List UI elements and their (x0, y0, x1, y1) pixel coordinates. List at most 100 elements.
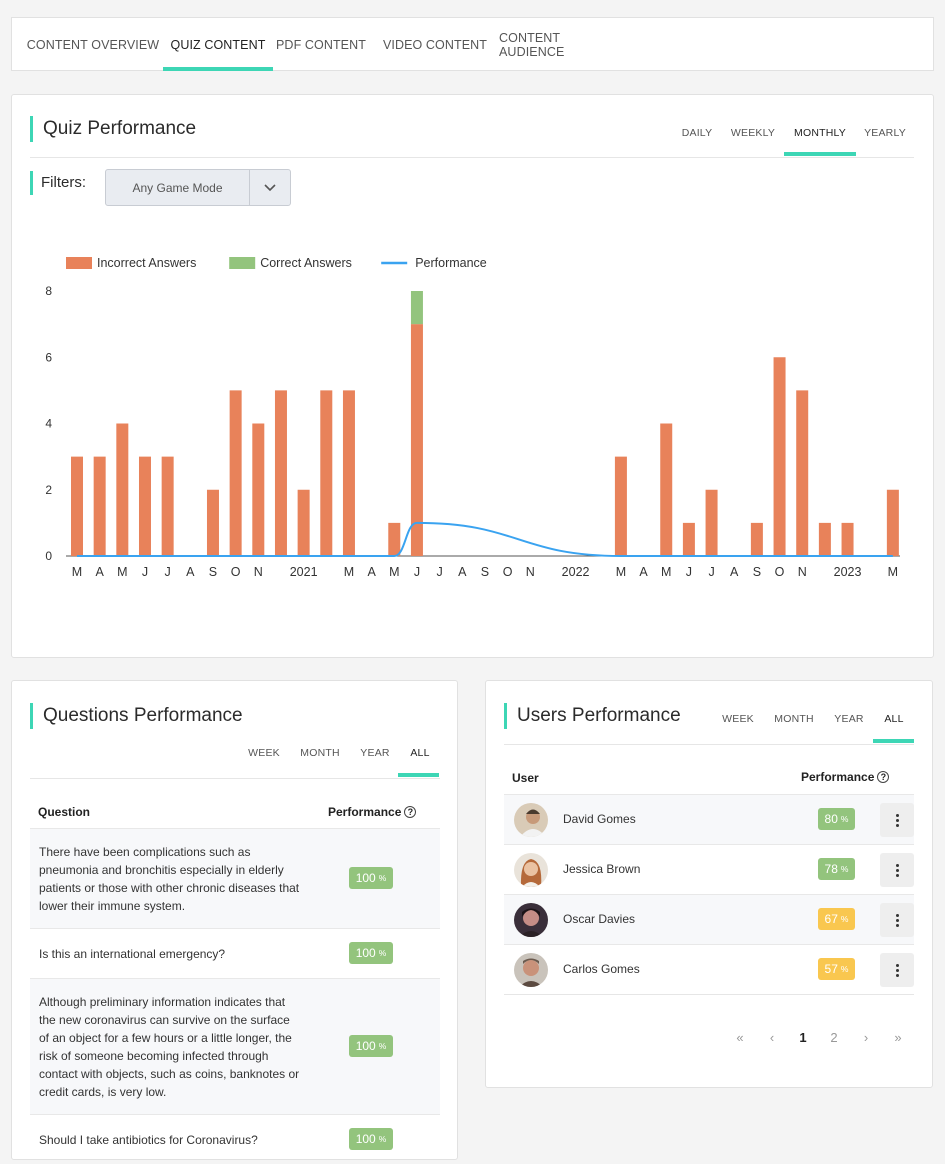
x-tick-label: M (888, 565, 898, 579)
user-name: Jessica Brown (563, 862, 641, 876)
x-tick-label: M (117, 565, 127, 579)
question-row: Should I take antibiotics for Coronaviru… (30, 1114, 440, 1164)
tab-video-content[interactable]: VIDEO CONTENT (382, 37, 488, 52)
x-tick-label: O (503, 565, 513, 579)
y-tick-label: 0 (45, 549, 52, 563)
avatar (514, 903, 548, 937)
q-period-year[interactable]: YEAR (360, 747, 390, 759)
performance-badge: 57% (818, 958, 855, 980)
tab-content-overview[interactable]: CONTENT OVERVIEW (26, 37, 160, 52)
q-period-week[interactable]: WEEK (248, 747, 280, 759)
bar-incorrect (886, 489, 899, 556)
more-options-button[interactable] (880, 953, 914, 987)
legend-label: Performance (415, 256, 487, 270)
kebab-icon (895, 863, 899, 878)
x-tick-label: N (254, 565, 263, 579)
user-row: Jessica Brown 78% (504, 844, 914, 895)
period-active-indicator (784, 152, 856, 156)
question-text: Is this an international emergency? (39, 947, 226, 961)
bar-incorrect (138, 456, 151, 556)
avatar (514, 803, 548, 837)
performance-badge: 100% (349, 867, 393, 889)
bar-incorrect (614, 456, 627, 556)
u-period-all[interactable]: ALL (884, 713, 904, 725)
pagination-first[interactable]: « (736, 1030, 744, 1045)
pagination-page-1[interactable]: 1 (799, 1030, 807, 1045)
period-monthly[interactable]: MONTHLY (794, 127, 846, 139)
period-yearly[interactable]: YEARLY (864, 127, 906, 139)
x-tick-label: J (414, 565, 420, 579)
q-period-month[interactable]: MONTH (300, 747, 340, 759)
more-options-button[interactable] (880, 853, 914, 887)
x-tick-label: S (481, 565, 489, 579)
y-tick-label: 4 (45, 417, 52, 431)
more-options-button[interactable] (880, 903, 914, 937)
divider (30, 778, 440, 779)
x-tick-label: M (616, 565, 626, 579)
kebab-icon (895, 963, 899, 978)
performance-badge: 100% (349, 1128, 393, 1150)
question-column-header: Question (38, 805, 91, 819)
performance-badge: 80% (818, 808, 855, 830)
bar-incorrect (252, 423, 265, 556)
x-tick-label: N (526, 565, 535, 579)
bar-incorrect (274, 390, 287, 556)
pagination-next[interactable]: › (863, 1030, 869, 1045)
x-tick-label: J (686, 565, 692, 579)
tab-pdf-content[interactable]: PDF CONTENT (276, 37, 366, 52)
y-tick-label: 6 (45, 350, 52, 364)
bar-incorrect (71, 456, 83, 556)
bar-incorrect (841, 522, 854, 556)
active-tab-indicator (163, 67, 273, 71)
x-tick-label: M (661, 565, 671, 579)
user-name: Oscar Davies (563, 912, 636, 926)
tab-quiz-content[interactable]: QUIZ CONTENT (163, 18, 273, 71)
avatar (514, 853, 548, 887)
questions-performance-card: Questions Performance WEEK MONTH YEAR AL… (11, 680, 458, 1160)
q-period-all[interactable]: ALL (410, 747, 430, 759)
legend-swatch-incorrect-answers (66, 257, 92, 269)
game-mode-select-value: Any Game Mode (132, 180, 223, 195)
bar-incorrect (206, 489, 219, 556)
bar-incorrect (342, 390, 355, 556)
x-tick-label: A (458, 565, 467, 579)
user-row: David Gomes 80% (504, 794, 914, 845)
game-mode-select[interactable]: Any Game Mode (105, 169, 291, 206)
x-tick-label: A (186, 565, 195, 579)
avatar (514, 953, 548, 987)
x-tick-label: J (142, 565, 148, 579)
help-icon[interactable]: ? (877, 771, 890, 783)
quiz-performance-card: Quiz Performance DAILY WEEKLY MONTHLY YE… (11, 94, 934, 658)
content-tabs-bar: CONTENT OVERVIEW QUIZ CONTENT PDF CONTEN… (11, 17, 934, 71)
bar-incorrect (410, 324, 423, 556)
u-period-week[interactable]: WEEK (722, 713, 754, 725)
tab-content-audience[interactable]: CONTENT AUDIENCE (499, 30, 565, 59)
period-weekly[interactable]: WEEKLY (730, 127, 776, 139)
user-row: Carlos Gomes 57% (504, 944, 914, 995)
performance-line (77, 521, 893, 557)
bar-incorrect (229, 390, 242, 556)
pagination-page-2[interactable]: 2 (830, 1030, 838, 1045)
pagination-last[interactable]: » (894, 1030, 902, 1045)
pagination-prev[interactable]: ‹ (769, 1030, 775, 1045)
u-period-month[interactable]: MONTH (774, 713, 814, 725)
x-tick-label: M (72, 565, 82, 579)
bar-incorrect (750, 522, 763, 556)
performance-column-header: Performance? (328, 805, 417, 819)
question-row: There have been complications such as pn… (30, 828, 440, 928)
u-period-year[interactable]: YEAR (834, 713, 864, 725)
x-tick-label: A (730, 565, 739, 579)
bar-incorrect (682, 522, 695, 556)
user-row: Oscar Davies 67% (504, 894, 914, 945)
user-name: David Gomes (563, 812, 636, 826)
period-daily[interactable]: DAILY (681, 127, 713, 139)
bar-incorrect (818, 522, 831, 556)
chevron-down-icon[interactable] (249, 170, 290, 205)
kebab-icon (895, 913, 899, 928)
performance-badge: 78% (818, 858, 855, 880)
performance-badge: 100% (349, 1035, 393, 1057)
x-tick-label: S (209, 565, 217, 579)
help-icon[interactable]: ? (404, 806, 417, 818)
more-options-button[interactable] (880, 803, 914, 837)
quiz-performance-title: Quiz Performance (30, 116, 196, 142)
